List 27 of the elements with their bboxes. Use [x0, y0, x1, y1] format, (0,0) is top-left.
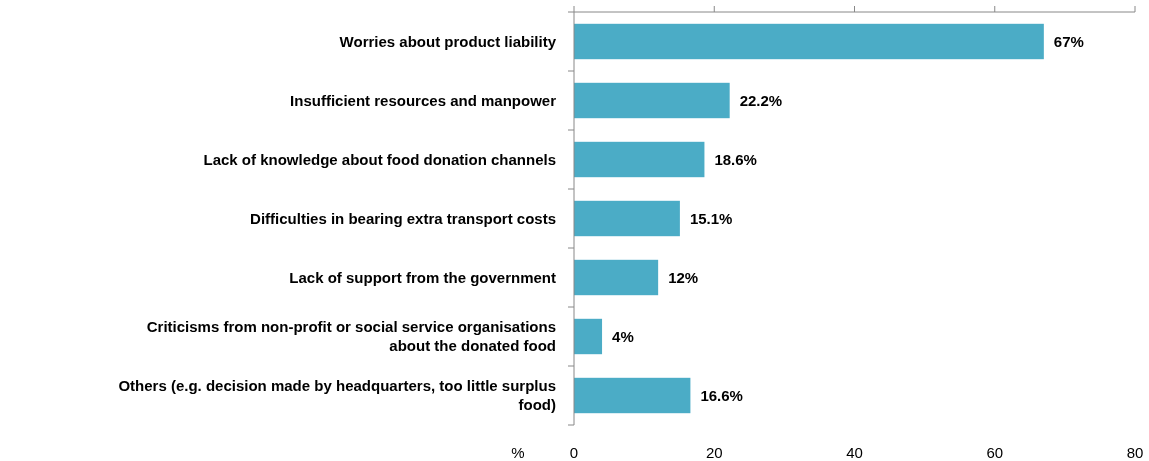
y-tick-label: Criticisms from non-profit or social service organisations about the donated food [146, 318, 556, 355]
y-tick-label: Lack of knowledge about food donation channels [203, 150, 556, 168]
data-label: 67% [1053, 32, 1084, 50]
y-tick-label: Others (e.g. decision made by headquarters, too little surplus food) [118, 377, 556, 414]
bar [574, 200, 680, 237]
x-tick-label: 80 [1126, 444, 1144, 461]
x-tick-label: 40 [846, 444, 863, 461]
x-tick-label: 20 [705, 444, 723, 461]
data-label: 22.2% [739, 91, 783, 109]
bar [574, 259, 659, 296]
x-tick-label: 0 [569, 444, 579, 461]
bar [574, 23, 1044, 60]
data-label: 18.6% [714, 150, 757, 168]
data-label: 16.6% [700, 386, 743, 404]
x-tick-label: 60 [986, 444, 1004, 461]
data-label: 12% [668, 268, 699, 286]
bar [574, 141, 705, 178]
bar [574, 82, 730, 119]
data-label: 15.1% [689, 209, 733, 227]
y-tick-label: Lack of support from the government [289, 268, 556, 286]
bar [574, 318, 603, 355]
data-label: 4% [612, 327, 634, 345]
y-tick-label: Insufficient resources and manpower [290, 91, 557, 109]
x-axis-title: % [511, 444, 525, 461]
y-tick-label: Difficulties in bearing extra transport costs [250, 209, 556, 227]
bar [574, 377, 691, 414]
y-tick-label: Worries about product liability [339, 32, 557, 50]
